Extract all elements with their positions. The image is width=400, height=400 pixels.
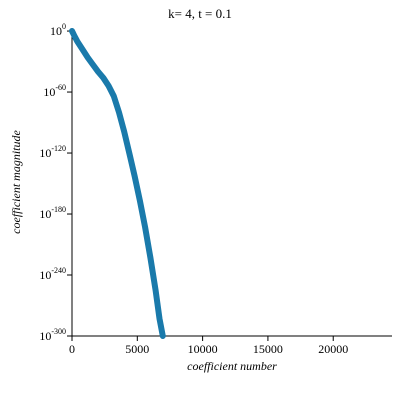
y-tick-base: 10 bbox=[39, 329, 51, 343]
y-tick-base: 10 bbox=[39, 146, 51, 160]
y-tick-base: 10 bbox=[39, 268, 51, 282]
y-tick-exponent: -300 bbox=[51, 327, 66, 336]
x-tick-label: 10000 bbox=[188, 342, 218, 356]
y-tick-exponent: -240 bbox=[51, 266, 66, 275]
y-tick-label: 10-300 bbox=[39, 327, 66, 343]
y-tick-base: 10 bbox=[39, 207, 51, 221]
x-tick-label: 5000 bbox=[125, 342, 149, 356]
y-tick-exponent: -120 bbox=[51, 144, 66, 153]
y-tick-label: 10-120 bbox=[39, 144, 66, 160]
data-series-line bbox=[69, 28, 166, 339]
y-tick-exponent: -60 bbox=[55, 83, 66, 92]
x-axis-ticks: 0 5000 10000 15000 20000 bbox=[69, 336, 348, 356]
y-tick-label: 10-60 bbox=[43, 83, 66, 99]
y-tick-label: 10-180 bbox=[39, 205, 66, 221]
x-axis-label: coefficient number bbox=[187, 359, 277, 373]
y-axis-label: coefficient magnitude bbox=[9, 130, 23, 234]
y-tick-exponent: -180 bbox=[51, 205, 66, 214]
y-tick-exponent: 0 bbox=[62, 22, 66, 31]
y-tick-base: 10 bbox=[43, 85, 55, 99]
x-tick-label: 20000 bbox=[318, 342, 348, 356]
y-tick-label: 10-240 bbox=[39, 266, 66, 282]
y-tick-label: 100 bbox=[50, 22, 66, 38]
y-tick-base: 10 bbox=[50, 24, 62, 38]
x-tick-label: 15000 bbox=[253, 342, 283, 356]
x-tick-label: 0 bbox=[69, 342, 75, 356]
plot-area: 0 5000 10000 15000 20000 10010-6010-12010-18… bbox=[39, 22, 392, 356]
chart-title: k= 4, t = 0.1 bbox=[168, 6, 232, 21]
